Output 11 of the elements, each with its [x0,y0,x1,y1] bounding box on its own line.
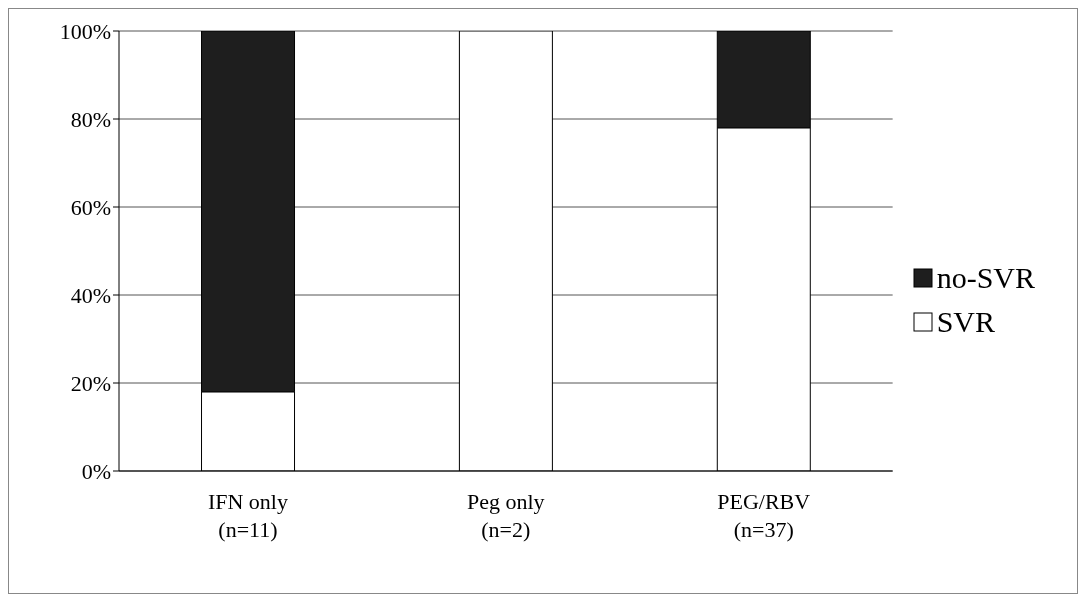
y-tick-label: 0% [81,458,111,484]
x-tick-label: IFN only (n=11) [207,489,288,542]
legend-label: SVR [936,305,995,339]
y-tick-label: 60% [70,194,111,220]
legend-label: no-SVR [936,261,1035,295]
x-tick-label: Peg only (n=2) [467,489,545,542]
y-tick-label: 100% [59,18,111,44]
x-tick-label: PEG/RBV (n=37) [717,489,811,542]
y-tick-label: 80% [70,106,111,132]
y-tick-label: 20% [70,370,111,396]
y-tick-label: 40% [70,282,111,308]
